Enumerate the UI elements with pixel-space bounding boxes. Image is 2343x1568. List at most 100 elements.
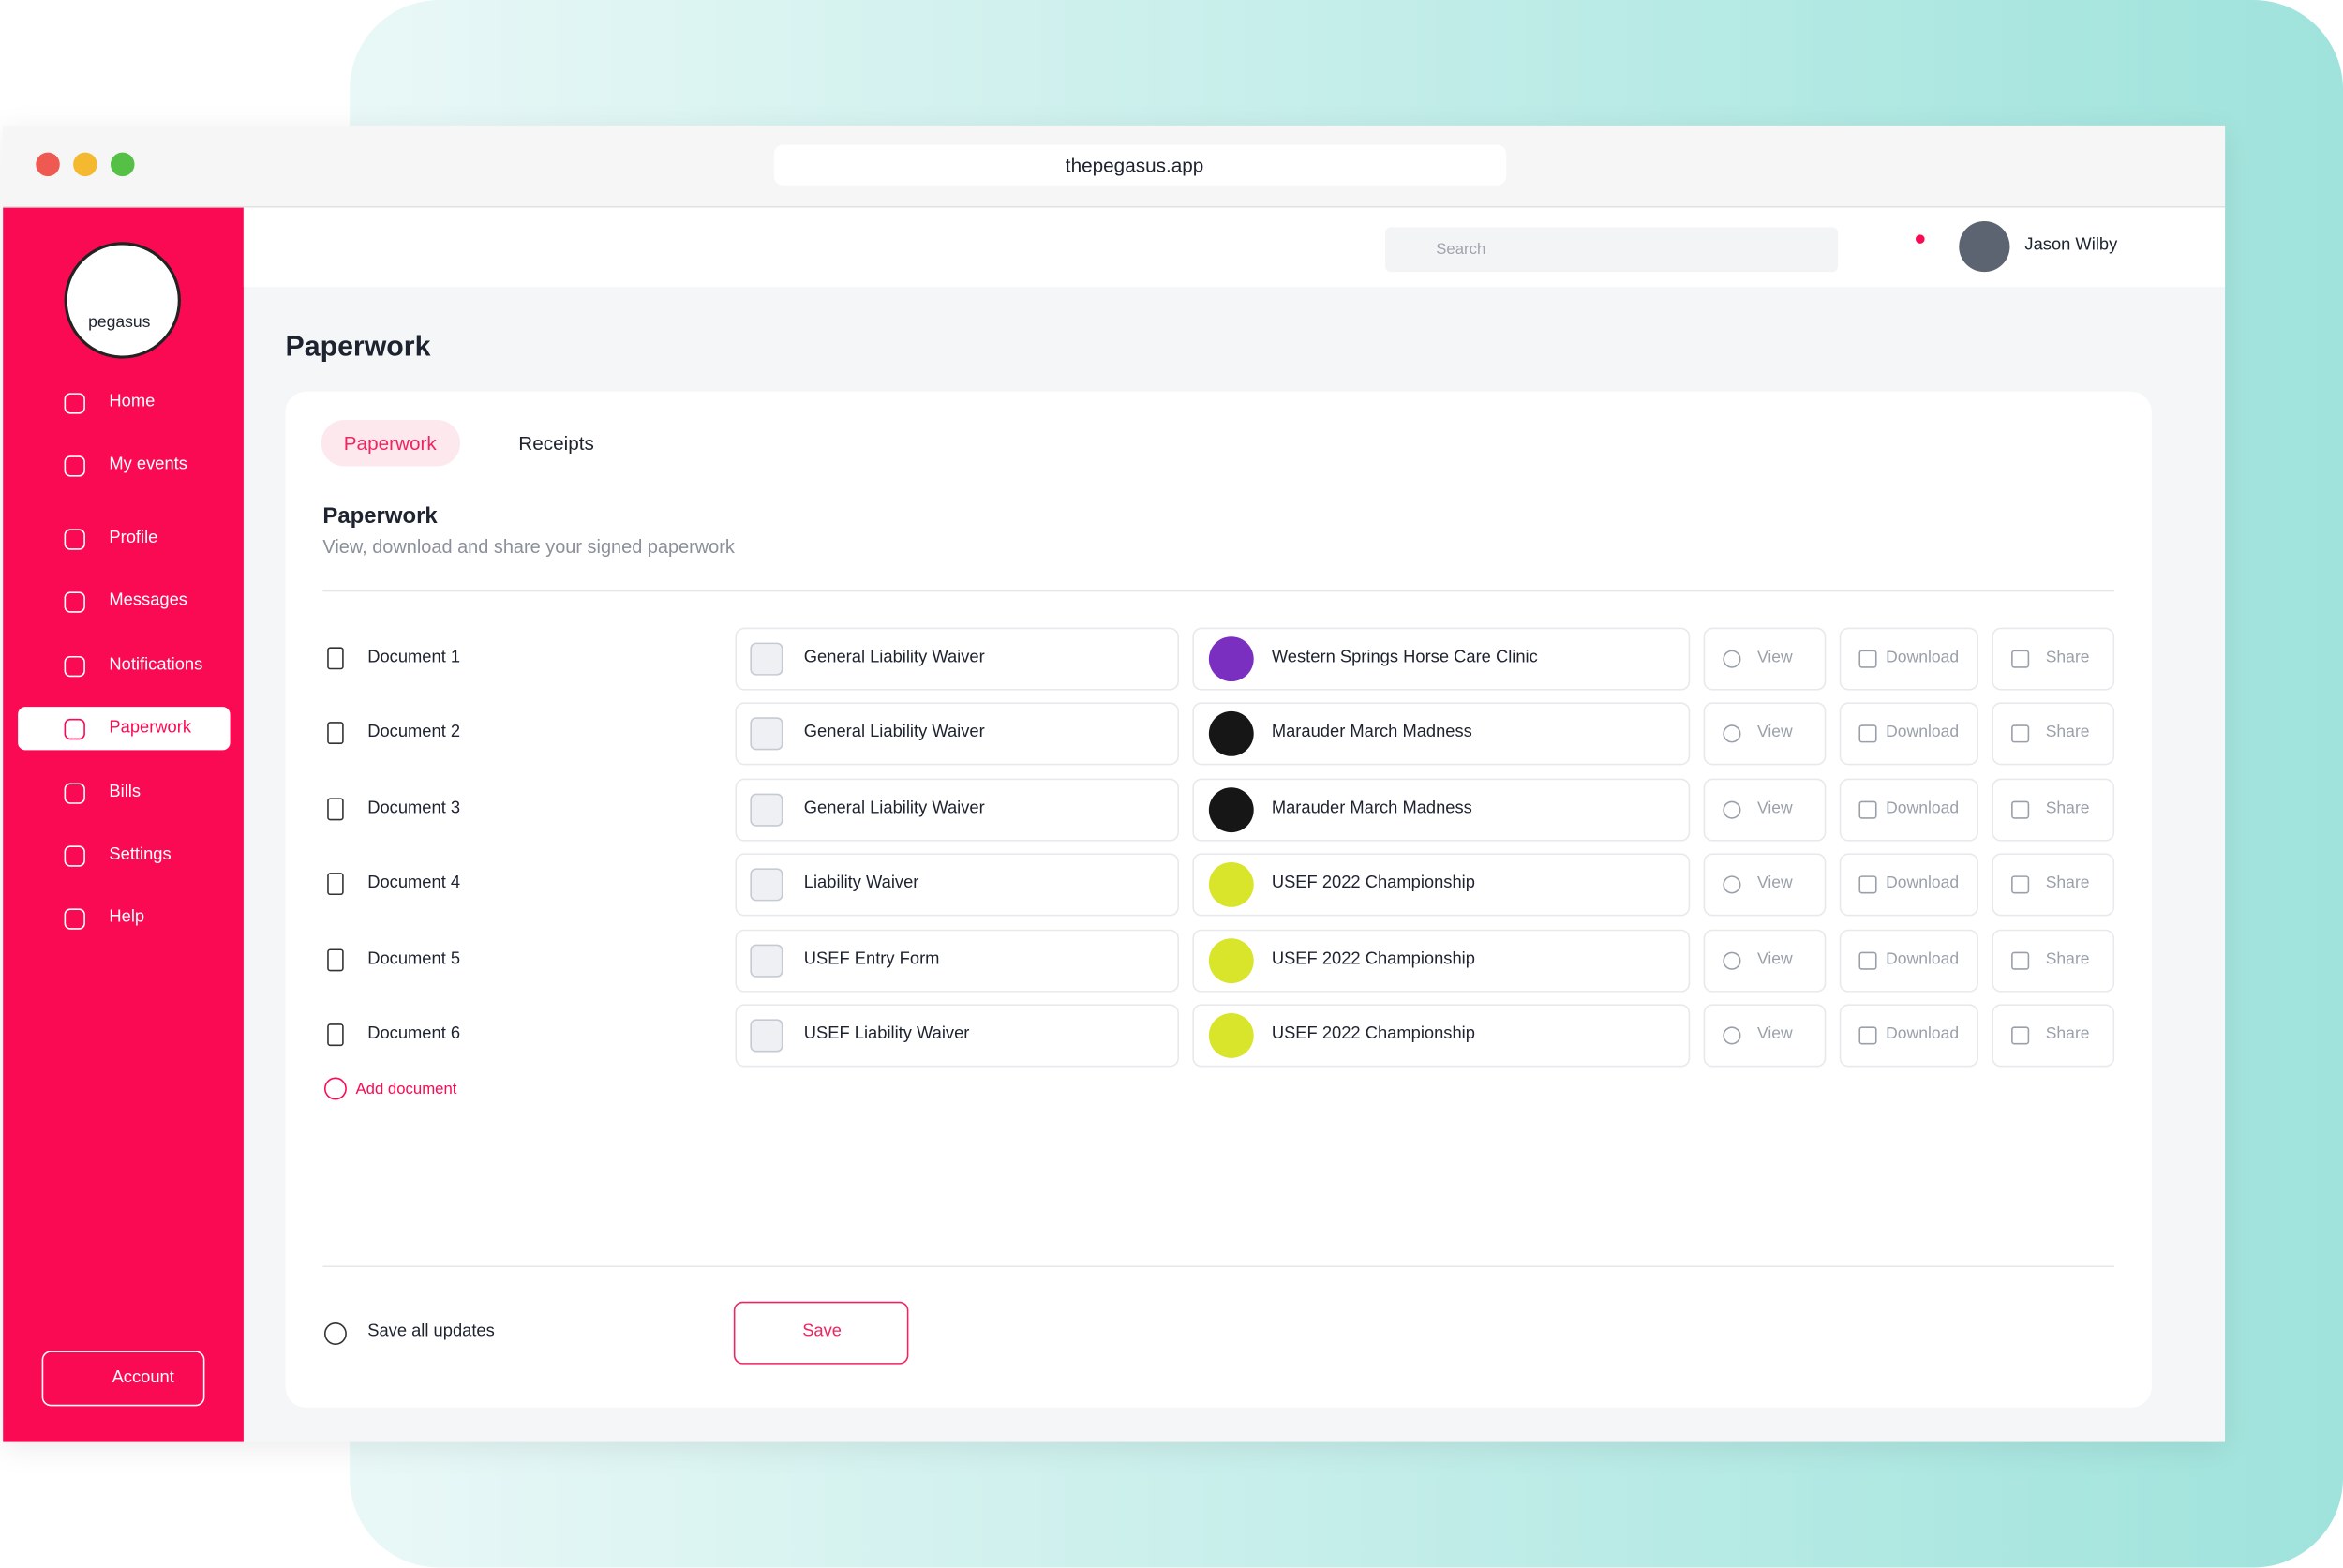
event-name: Marauder March Madness — [1271, 724, 1472, 742]
pdf-icon — [750, 642, 783, 676]
event-name: USEF 2022 Championship — [1271, 874, 1475, 893]
doc-name: Document 2 — [367, 724, 461, 742]
nav-item[interactable]: Notifications — [109, 655, 203, 675]
search-box[interactable] — [1385, 227, 1839, 273]
event-name: USEF 2022 Championship — [1271, 949, 1475, 968]
action-label: View — [1757, 874, 1793, 893]
event-logo — [1208, 711, 1254, 757]
save-label: Save — [802, 1322, 842, 1341]
nav-icon — [64, 591, 85, 613]
pdf-icon — [750, 944, 783, 978]
action-button[interactable] — [1703, 1004, 1827, 1068]
form-box — [735, 778, 1179, 842]
nav-item[interactable]: Home — [109, 393, 156, 411]
action-icon — [1723, 800, 1741, 819]
action-button[interactable] — [1992, 778, 2115, 842]
nav-item[interactable]: Settings — [109, 845, 172, 864]
form-box — [735, 1004, 1179, 1068]
action-button[interactable] — [1839, 627, 1978, 691]
page-title: Paperwork — [285, 331, 431, 364]
form-name: USEF Entry Form — [803, 949, 940, 968]
action-label: Download — [1886, 648, 1960, 667]
nav-item[interactable]: Messages — [109, 591, 187, 610]
action-icon — [2011, 875, 2030, 894]
pdf-icon — [750, 793, 783, 827]
action-button[interactable] — [1703, 853, 1827, 917]
account-button[interactable] — [41, 1351, 205, 1407]
doc-name: Document 5 — [367, 949, 461, 968]
action-icon — [1723, 1026, 1741, 1045]
action-icon — [1858, 650, 1877, 668]
nav-icon — [64, 908, 85, 930]
nav-item[interactable]: Profile — [109, 529, 158, 547]
action-icon — [1858, 950, 1877, 970]
user-name[interactable]: Jason Wilby — [2024, 235, 2118, 255]
add-document[interactable]: Add document — [355, 1080, 457, 1098]
event-logo — [1208, 636, 1254, 682]
nav-item[interactable]: My events — [109, 455, 187, 474]
action-icon — [1723, 724, 1741, 744]
nav-item[interactable]: Paperwork — [109, 718, 192, 738]
save-button[interactable] — [733, 1301, 909, 1365]
nav-icon — [64, 393, 85, 414]
action-button[interactable] — [1839, 778, 1978, 842]
action-button[interactable] — [1992, 929, 2115, 993]
add-icon — [323, 1077, 347, 1100]
action-label: View — [1757, 799, 1793, 817]
tab-active — [321, 420, 461, 467]
tab[interactable]: Paperwork — [343, 431, 437, 455]
window-dot — [36, 152, 60, 177]
doc-name: Document 6 — [367, 1024, 461, 1043]
nav-icon — [64, 845, 85, 867]
doc-name: Document 3 — [367, 799, 461, 817]
doc-name: Document 4 — [367, 874, 461, 893]
header — [243, 207, 2226, 288]
url-bar — [773, 144, 1507, 186]
action-label: Download — [1886, 799, 1960, 817]
action-label: Share — [2045, 799, 2090, 817]
action-icon — [2011, 724, 2030, 744]
event-name: USEF 2022 Championship — [1271, 1024, 1475, 1043]
action-icon — [2011, 1026, 2030, 1045]
nav-active — [18, 707, 231, 751]
nav-item[interactable]: Bills — [109, 783, 142, 801]
action-button[interactable] — [1992, 1004, 2115, 1068]
divider — [322, 590, 2115, 592]
action-icon — [1723, 950, 1741, 970]
doc-name: Document 1 — [367, 648, 461, 667]
action-icon — [1858, 724, 1877, 744]
action-button[interactable] — [1839, 702, 1978, 766]
action-button[interactable] — [1703, 702, 1827, 766]
event-logo — [1208, 1013, 1254, 1058]
event-name: Western Springs Horse Care Clinic — [1271, 648, 1538, 667]
action-button[interactable] — [1992, 702, 2115, 766]
doc-icon — [327, 873, 344, 896]
nav-item[interactable]: Help — [109, 908, 145, 927]
action-button[interactable] — [1992, 627, 2115, 691]
doc-icon — [327, 798, 344, 821]
form-box — [735, 627, 1179, 691]
divider — [322, 1265, 2115, 1268]
action-label: Download — [1886, 724, 1960, 742]
action-icon — [2011, 950, 2030, 970]
action-button[interactable] — [1839, 929, 1978, 993]
save-all: Save all updates — [367, 1322, 495, 1341]
action-label: Share — [2045, 1024, 2090, 1043]
nav-icon — [64, 718, 85, 740]
action-button[interactable] — [1703, 778, 1827, 842]
action-button[interactable] — [1839, 1004, 1978, 1068]
action-button[interactable] — [1839, 853, 1978, 917]
event-box — [1192, 778, 1691, 842]
action-icon — [1858, 800, 1877, 819]
action-button[interactable] — [1992, 853, 2115, 917]
action-button[interactable] — [1703, 929, 1827, 993]
action-button[interactable] — [1703, 627, 1827, 691]
url: thepegasus.app — [1065, 154, 1204, 177]
tab[interactable]: Receipts — [518, 431, 594, 455]
action-label: View — [1757, 949, 1793, 968]
form-name: General Liability Waiver — [803, 648, 985, 667]
nav-icon — [64, 529, 85, 550]
action-icon — [2011, 800, 2030, 819]
event-name: Marauder March Madness — [1271, 799, 1472, 817]
